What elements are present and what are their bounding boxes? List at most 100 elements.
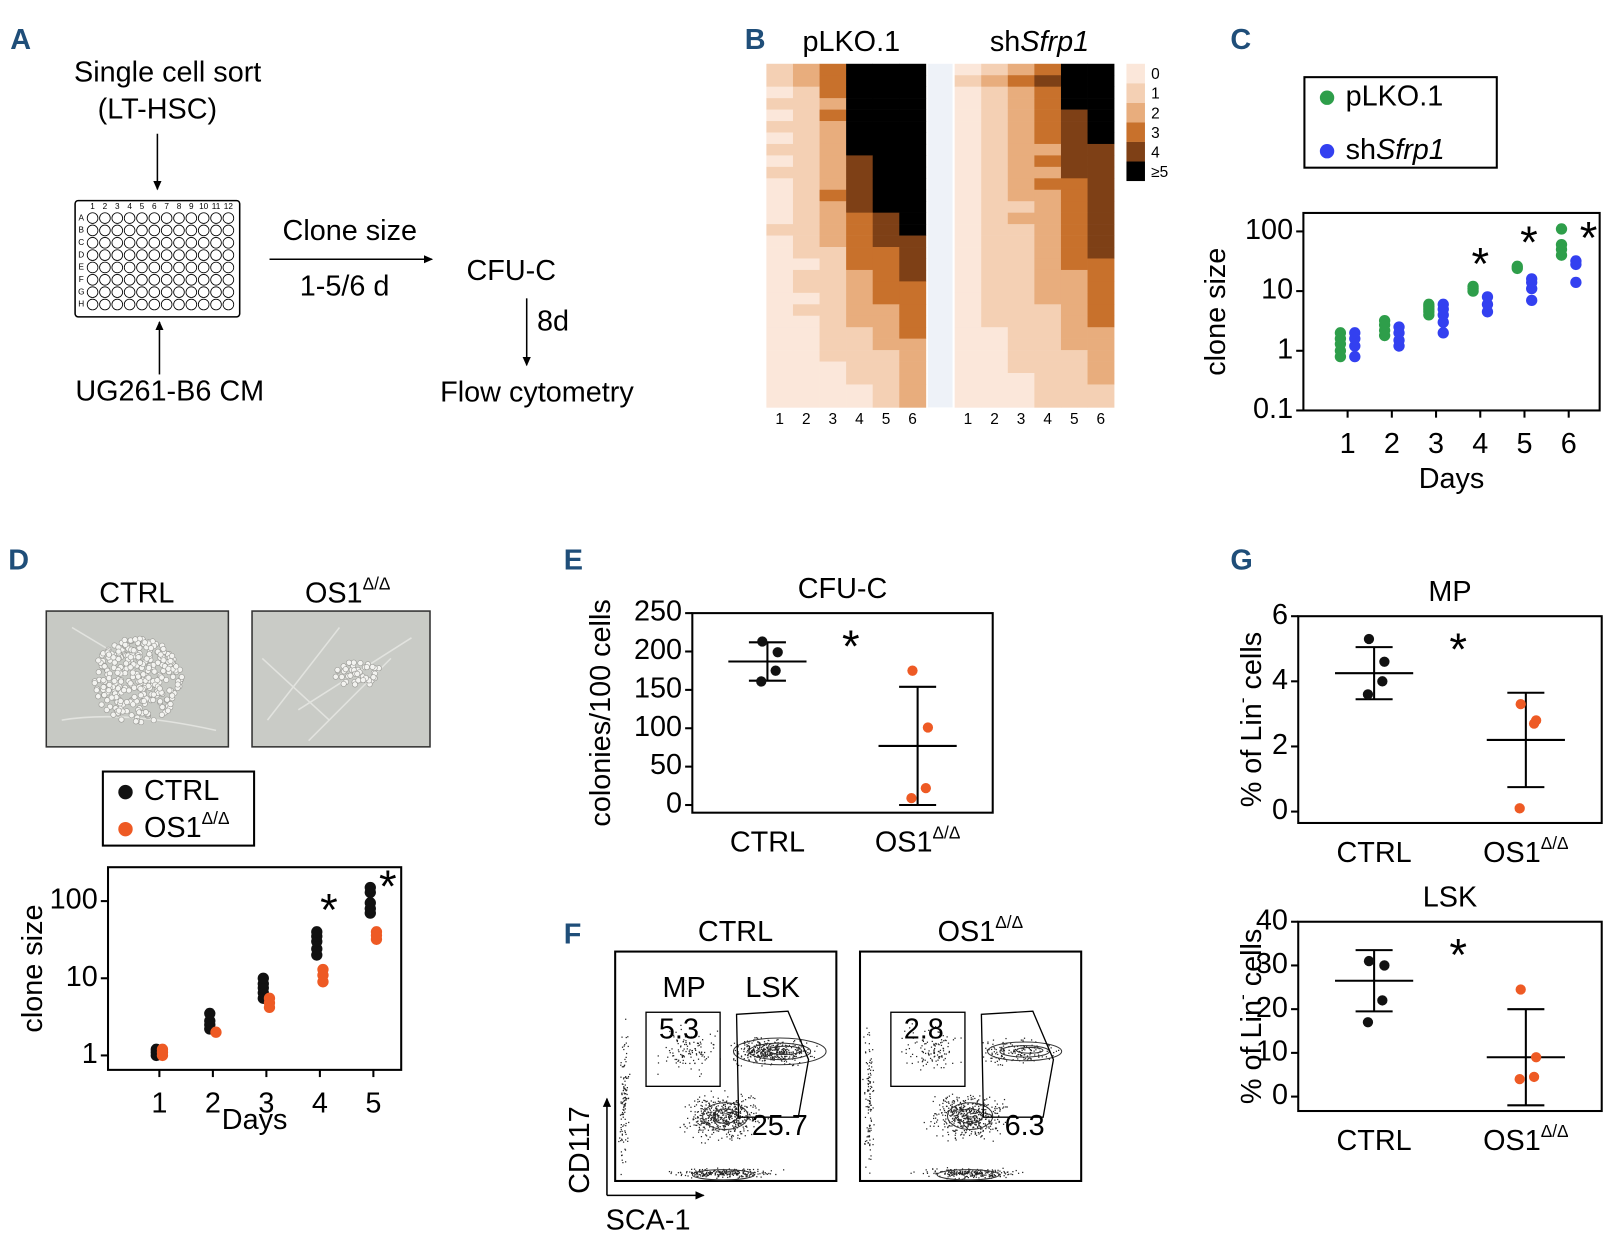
heatmap-cell (1087, 395, 1115, 408)
event-dot (1000, 1056, 1003, 1058)
event-dot (1045, 1056, 1048, 1058)
event-dot (933, 1043, 935, 1045)
plate-column-label: 7 (164, 202, 169, 211)
event-dot (985, 1174, 987, 1176)
well (111, 261, 124, 274)
event-dot (951, 1114, 953, 1116)
event-dot (728, 1168, 730, 1170)
well (86, 212, 99, 224)
x-tick-label: OS1Δ/Δ (1483, 832, 1569, 868)
event-dot (725, 1120, 728, 1122)
event-dot (935, 1042, 937, 1045)
point (1379, 960, 1390, 971)
event-dot (768, 1045, 770, 1047)
event-dot (870, 1074, 872, 1076)
well (197, 274, 210, 286)
event-dot (991, 1053, 993, 1056)
x-tick-label-part: OS1 (1483, 1124, 1541, 1156)
event-dot (764, 1062, 766, 1065)
event-dot (702, 1054, 704, 1056)
event-dot (989, 1175, 991, 1177)
event-dot (942, 1135, 944, 1137)
event-dot (707, 1117, 709, 1119)
event-dot (707, 1121, 709, 1123)
event-dot (954, 1037, 956, 1039)
event-dot (761, 1172, 763, 1174)
event-dot (934, 1096, 936, 1098)
event-dot (910, 1055, 912, 1058)
event-dot (869, 1093, 871, 1095)
cell (132, 718, 139, 725)
event-dot (1048, 1045, 1050, 1047)
event-dot (976, 1126, 979, 1128)
event-dot (968, 1111, 971, 1113)
event-dot (936, 1168, 938, 1170)
heatmap-cell (1060, 281, 1088, 294)
heatmap-cell (819, 86, 847, 99)
heatmap-cell (981, 315, 1009, 328)
event-dot (726, 1174, 728, 1176)
event-dot (752, 1168, 755, 1171)
event-dot (938, 1057, 940, 1059)
event-dot (627, 1077, 629, 1079)
event-dot (782, 1051, 784, 1053)
cell (142, 709, 149, 716)
heatmap-cell (1034, 75, 1062, 87)
event-dot (738, 1123, 740, 1125)
event-dot (623, 1088, 625, 1090)
heatmap-cell (899, 98, 927, 110)
heatmap-cell (899, 235, 927, 248)
chart-title: LSK (1423, 882, 1477, 914)
event-dot (992, 1128, 994, 1130)
event-dot (969, 1094, 972, 1097)
legend-label: 4 (1151, 144, 1160, 161)
event-dot (747, 1057, 749, 1059)
event-dot (724, 1124, 726, 1126)
event-dot (971, 1130, 973, 1133)
event-dot (711, 1129, 713, 1131)
event-dot (729, 1170, 731, 1172)
event-dot (907, 1044, 909, 1046)
event-dot (702, 1129, 704, 1131)
well (173, 261, 185, 274)
well (111, 249, 124, 261)
event-dot (992, 1043, 994, 1045)
event-dot (934, 1047, 936, 1050)
event-dot (711, 1106, 713, 1108)
event-dot (872, 1081, 875, 1083)
event-dot (943, 1109, 946, 1112)
event-dot (718, 1111, 720, 1113)
event-dot (717, 1119, 720, 1121)
event-dot (623, 1103, 626, 1106)
event-dot (1058, 1049, 1060, 1051)
event-dot (624, 1093, 626, 1095)
well (185, 286, 198, 298)
cell (169, 652, 176, 659)
y-tick-label: 100 (50, 884, 98, 916)
event-dot (728, 1114, 730, 1116)
well (123, 286, 136, 298)
event-dot (982, 1056, 985, 1058)
event-dot (698, 1051, 700, 1053)
well (111, 274, 124, 286)
heatmap-cell (1034, 121, 1062, 133)
event-dot (960, 1106, 962, 1108)
event-dot (697, 1123, 699, 1125)
event-dot (933, 1125, 935, 1127)
y-axis-label-part: colonies/100 cells (584, 599, 616, 826)
event-dot (960, 1061, 962, 1063)
event-dot (625, 1125, 627, 1127)
heatmap-cell (981, 373, 1009, 385)
heatmap-cell (846, 350, 874, 362)
event-dot (965, 1118, 967, 1120)
well (185, 298, 198, 311)
event-dot (990, 1128, 992, 1131)
event-dot (626, 1093, 628, 1096)
event-dot (1041, 1056, 1043, 1058)
event-dot (959, 1101, 962, 1104)
event-dot (738, 1122, 740, 1124)
heatmap-cell (1007, 121, 1035, 133)
event-dot (776, 1039, 778, 1041)
event-dot (974, 1097, 976, 1100)
heatmap-cell (1007, 224, 1035, 236)
